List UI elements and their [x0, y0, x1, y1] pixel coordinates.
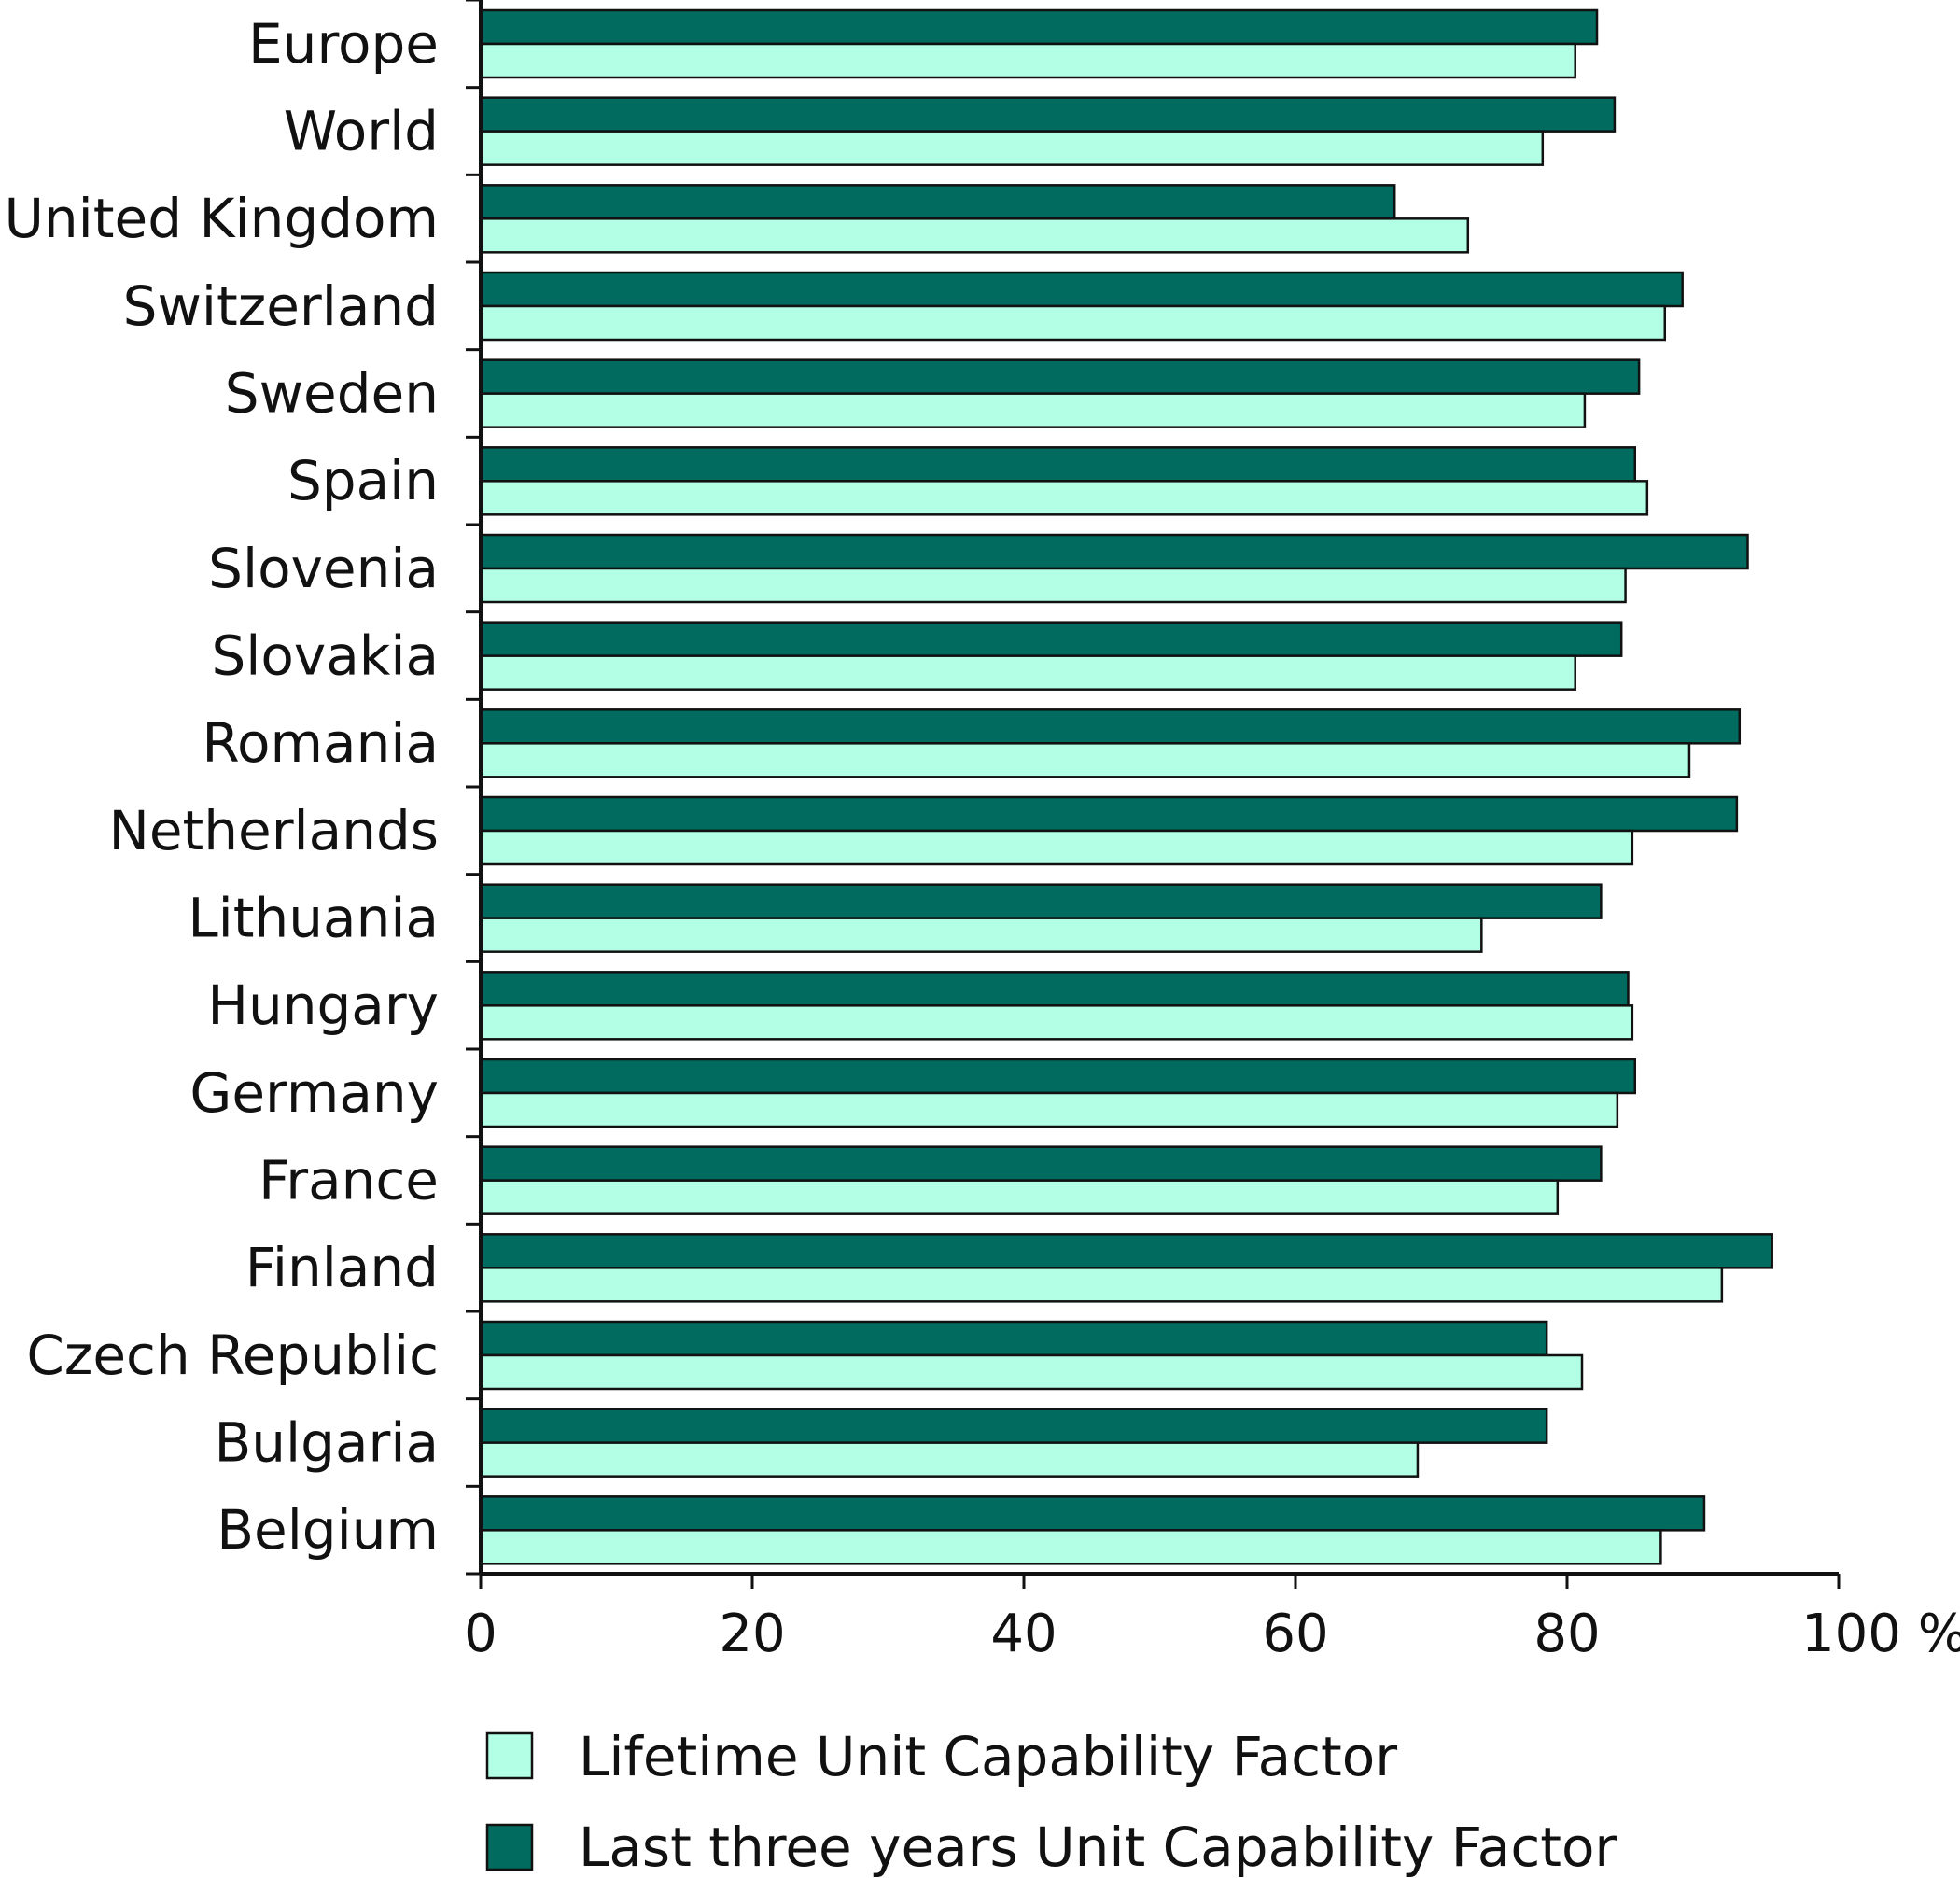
bar-lifetime [479, 567, 1627, 604]
category-label: Switzerland [123, 274, 439, 338]
bar-last-three-years [479, 1233, 1773, 1269]
bar-last-three-years [479, 446, 1636, 483]
bar-last-three-years [479, 1320, 1548, 1357]
category-label: Spain [287, 449, 439, 512]
x-tick-label: 80 [1533, 1604, 1600, 1664]
bar-last-three-years [479, 621, 1623, 657]
bar-lifetime [479, 654, 1576, 691]
x-axis-ticks: 0 20 40 60 80 100 % [464, 1574, 1960, 1664]
bars-group [479, 8, 1773, 1565]
category-label: Bulgaria [214, 1411, 439, 1475]
bar-last-three-years [479, 1495, 1706, 1532]
bar-last-three-years [479, 795, 1739, 833]
bar-last-three-years [479, 971, 1630, 1007]
legend: Lifetime Unit Capability Factor Last thr… [485, 1725, 1617, 1878]
category-label: Europe [248, 12, 439, 76]
y-axis-ticks [466, 0, 481, 1576]
bar-lifetime [479, 917, 1483, 953]
bar-lifetime [479, 130, 1545, 166]
bar-lifetime [479, 392, 1587, 428]
bar-lifetime [479, 304, 1667, 342]
bar-lifetime [479, 1091, 1619, 1128]
category-label: Sweden [225, 362, 439, 426]
x-tick-label: 100 % [1801, 1604, 1960, 1664]
category-label: Slovenia [208, 537, 439, 600]
x-tick-label: 0 [464, 1604, 497, 1664]
bar-lifetime [479, 1267, 1724, 1303]
bar-last-three-years [479, 8, 1599, 46]
bar-lifetime [479, 1004, 1634, 1041]
category-labels: Europe World United Kingdom Switzerland Swed… [4, 12, 439, 1562]
bar-last-three-years [479, 883, 1603, 919]
bar-last-three-years [479, 96, 1617, 133]
bar-last-three-years [479, 271, 1684, 308]
bar-lifetime [479, 1353, 1584, 1391]
category-label: Hungary [207, 974, 439, 1037]
bar-lifetime [479, 217, 1470, 254]
category-label: Lithuania [188, 887, 439, 950]
bar-lifetime [479, 1179, 1560, 1215]
legend-swatch-last-three-years [485, 1823, 534, 1871]
bar-last-three-years [479, 184, 1396, 220]
legend-label-lifetime: Lifetime Unit Capability Factor [579, 1725, 1397, 1788]
bar-lifetime [479, 1441, 1420, 1478]
bar-lifetime [479, 742, 1691, 778]
category-label: World [284, 100, 439, 163]
bar-last-three-years [479, 1145, 1603, 1182]
bar-lifetime [479, 829, 1634, 866]
category-label: Netherlands [108, 799, 439, 862]
bar-last-three-years [479, 1058, 1636, 1095]
category-label: Belgium [217, 1498, 439, 1562]
bar-last-three-years [479, 1408, 1548, 1444]
category-label: Germany [189, 1061, 439, 1125]
x-tick-label: 40 [990, 1604, 1057, 1664]
x-tick-label: 20 [719, 1604, 785, 1664]
category-label: United Kingdom [4, 187, 439, 250]
category-label: Finland [245, 1236, 439, 1299]
category-label: France [259, 1149, 439, 1212]
category-label: Czech Republic [26, 1324, 439, 1387]
legend-label-last-three-years: Last three years Unit Capability Factor [579, 1815, 1617, 1878]
bar-last-three-years [479, 358, 1641, 395]
legend-swatch-lifetime [485, 1731, 534, 1780]
bar-lifetime [479, 480, 1649, 516]
x-tick-label: 60 [1262, 1604, 1328, 1664]
bar-last-three-years [479, 708, 1742, 745]
bar-lifetime [479, 1529, 1662, 1565]
category-label: Slovakia [211, 624, 439, 688]
bar-last-three-years [479, 533, 1749, 570]
category-label: Romania [202, 711, 439, 775]
bar-lifetime [479, 42, 1576, 79]
